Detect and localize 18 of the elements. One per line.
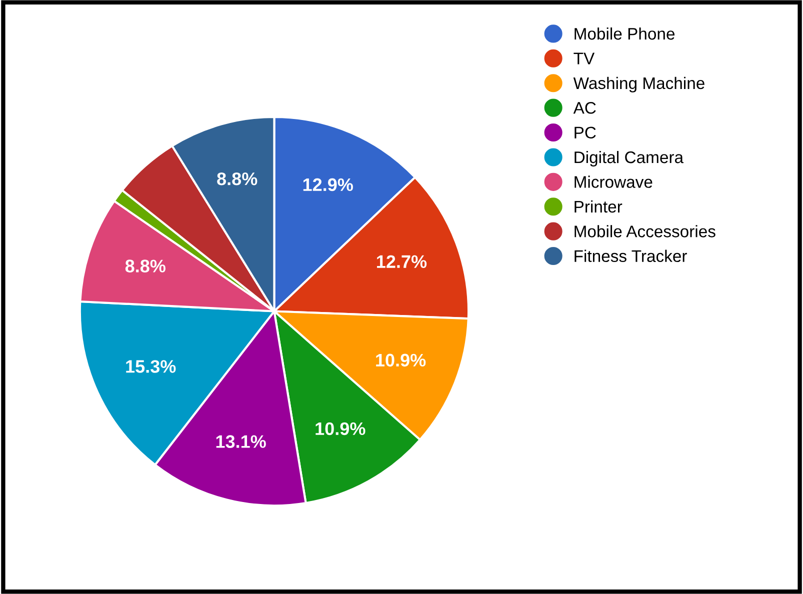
legend-label: PC bbox=[574, 126, 596, 139]
data-label: 12.7% bbox=[377, 255, 427, 268]
data-label: 12.9% bbox=[303, 178, 353, 192]
legend-label: AC bbox=[573, 102, 596, 114]
legend-label: Digital Camera bbox=[574, 150, 684, 167]
legend-label: Printer bbox=[574, 200, 622, 213]
data-label: 10.9% bbox=[376, 354, 426, 367]
data-label: 13.1% bbox=[216, 435, 266, 448]
legend-label: Washing Machine bbox=[573, 76, 704, 92]
data-label: 10.9% bbox=[316, 422, 366, 436]
data-label: 15.3% bbox=[126, 360, 176, 373]
legend-label: Microwave bbox=[574, 176, 652, 188]
legend-label: Mobile Accessories bbox=[574, 225, 716, 238]
legend-label: TV bbox=[574, 52, 595, 64]
data-label: 8.8% bbox=[217, 172, 258, 186]
data-label: 8.8% bbox=[125, 260, 166, 272]
legend-label: Fitness Tracker bbox=[574, 250, 687, 262]
legend-label: Mobile Phone bbox=[574, 27, 674, 40]
